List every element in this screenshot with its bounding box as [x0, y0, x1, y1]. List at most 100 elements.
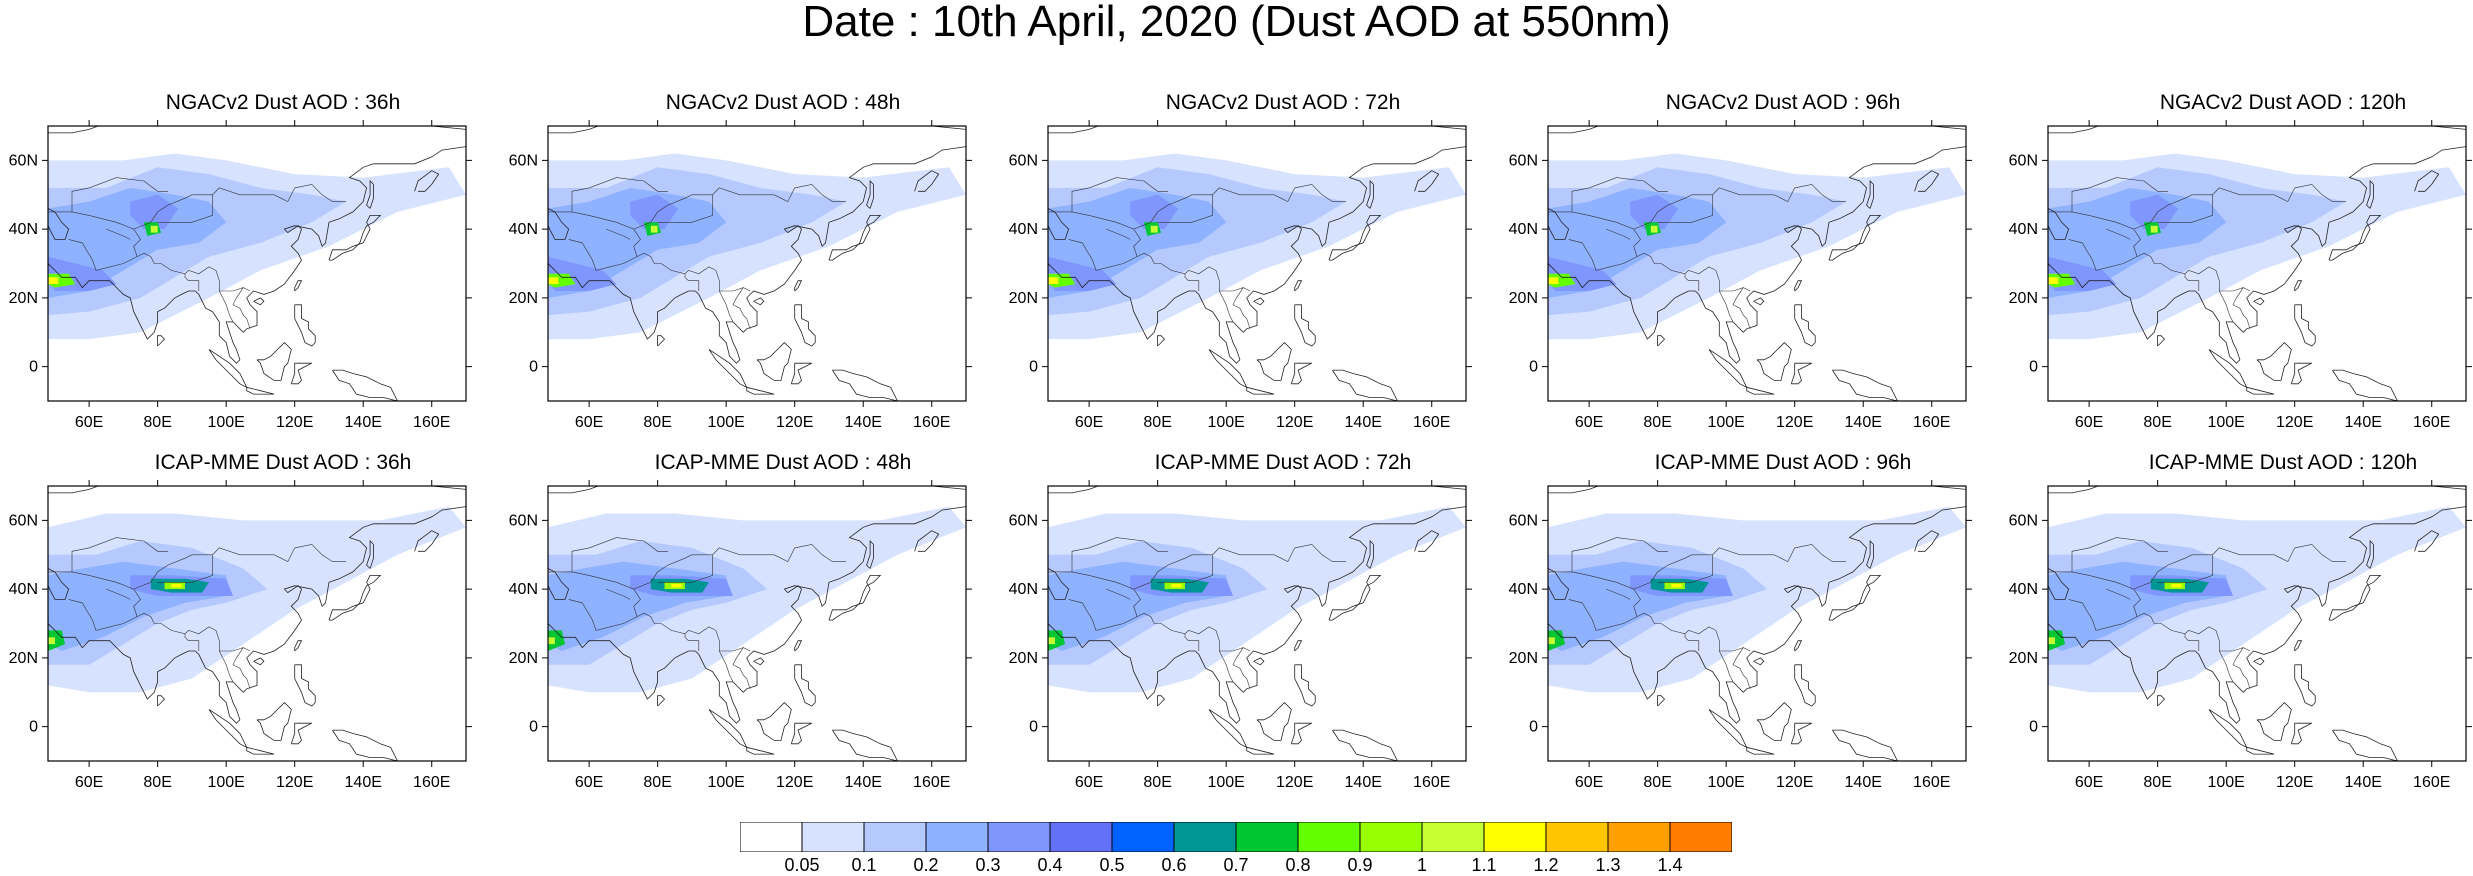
lat-tick-label: 20N: [9, 650, 38, 667]
aod-contour-region: [2048, 637, 2055, 645]
coastline: [1914, 530, 1940, 552]
lat-tick-label: 60N: [9, 152, 38, 169]
coastline: [1548, 208, 1570, 240]
coastline: [1328, 215, 1382, 261]
coastline: [2294, 280, 2303, 292]
country-border: [2232, 287, 2251, 329]
lat-tick-label: 40N: [509, 581, 538, 598]
colorbar-swatch: [801, 821, 865, 853]
lat-tick-label: 40N: [1509, 221, 1538, 238]
country-border: [2133, 544, 2347, 590]
coastline: [1294, 664, 1316, 707]
country-border: [106, 228, 131, 240]
coastline: [1753, 297, 1765, 306]
lon-tick-label: 80E: [1643, 414, 1671, 431]
coastline: [2294, 664, 2316, 707]
colorbar-swatch: [1235, 821, 1299, 853]
country-border: [1732, 287, 1751, 329]
lon-tick-label: 60E: [75, 774, 103, 791]
lon-tick-label: 140E: [1845, 774, 1882, 791]
lat-tick-label: 40N: [2009, 581, 2038, 598]
coastline: [1746, 746, 1775, 755]
country-border: [136, 252, 251, 292]
country-border: [571, 177, 668, 212]
country-border: [1633, 544, 1847, 590]
coastline: [2414, 530, 2440, 552]
lon-tick-label: 100E: [207, 414, 244, 431]
coastline: [1366, 540, 1374, 569]
coastline: [790, 362, 812, 385]
lat-tick-label: 60N: [1509, 152, 1538, 169]
coastline: [866, 540, 874, 569]
country-border: [1136, 252, 1251, 292]
colorbar-label: 0.2: [913, 855, 939, 875]
lon-tick-label: 120E: [276, 414, 313, 431]
lat-tick-label: 60N: [2009, 512, 2038, 529]
colorbar-label: 0.3: [975, 855, 1001, 875]
lon-tick-label: 120E: [1776, 774, 1813, 791]
dust-aod-map: 60E 80E 100E 120E 140E 160E 60N 40N 20N 0: [1009, 120, 1472, 431]
coastline: [2048, 146, 2466, 364]
map-panel: ICAP-MME Dust AOD : 48h 60E 80E 100E 120E 140…: [509, 452, 1018, 791]
coastline: [548, 208, 570, 240]
colorbar-swatch: [1359, 821, 1423, 853]
coastline: [1708, 709, 1748, 749]
colorbar-swatch: [863, 821, 927, 853]
country-border: [1719, 650, 1734, 683]
colorbar-swatch: [1483, 821, 1547, 853]
aod-contour-region: [2048, 277, 2059, 285]
lon-tick-label: 100E: [707, 414, 744, 431]
colorbar-label: 0.5: [1099, 855, 1125, 875]
coastline: [914, 170, 940, 192]
lon-tick-label: 60E: [1575, 414, 1603, 431]
coastline: [290, 722, 312, 745]
country-border: [684, 273, 700, 291]
lat-tick-label: 60N: [1009, 512, 1038, 529]
coastline: [1753, 657, 1765, 666]
aod-contour-region: [548, 277, 559, 285]
dust-field: [1548, 126, 1966, 401]
lon-tick-label: 140E: [2345, 414, 2382, 431]
lat-tick-label: 20N: [2009, 290, 2038, 307]
colorbar-swatch: [1297, 821, 1361, 853]
country-border: [1606, 588, 1631, 600]
coastline: [1328, 575, 1382, 621]
coastline: [548, 568, 570, 600]
dust-aod-map: 60E 80E 100E 120E 140E 160E 60N 40N 20N 0: [2009, 120, 2472, 431]
coastline: [914, 530, 940, 552]
lon-tick-label: 160E: [913, 774, 950, 791]
country-border: [133, 184, 347, 230]
lon-tick-label: 140E: [345, 414, 382, 431]
lon-tick-label: 120E: [276, 774, 313, 791]
lon-tick-label: 120E: [1276, 774, 1313, 791]
country-border: [184, 273, 200, 291]
lon-tick-label: 100E: [207, 774, 244, 791]
lat-tick-label: 60N: [9, 512, 38, 529]
map-frame: [1547, 485, 1967, 762]
lon-tick-label: 160E: [913, 414, 950, 431]
country-border: [1606, 228, 1631, 240]
country-border: [1133, 544, 1347, 590]
coastline: [790, 722, 812, 745]
country-border: [1133, 184, 1347, 230]
coastline: [366, 180, 374, 209]
coastline: [294, 640, 303, 652]
lon-tick-label: 120E: [776, 774, 813, 791]
country-border: [1071, 537, 1168, 572]
coastline: [828, 575, 882, 621]
coastline: [256, 702, 292, 741]
country-border: [719, 650, 734, 683]
coastline: [414, 530, 440, 552]
coastline: [753, 297, 765, 306]
country-border: [1184, 633, 1200, 651]
lon-tick-label: 160E: [413, 414, 450, 431]
coastline: [657, 695, 666, 707]
country-border: [71, 177, 168, 212]
lat-tick-label: 20N: [9, 290, 38, 307]
coastline: [2157, 335, 2166, 347]
country-border: [1232, 287, 1251, 329]
colorbar-label: 0.1: [851, 855, 877, 875]
colorbar-swatch: [1421, 821, 1485, 853]
panel-title: ICAP-MME Dust AOD : 120h: [2148, 451, 2418, 474]
colorbar-graphic: [739, 821, 1733, 853]
